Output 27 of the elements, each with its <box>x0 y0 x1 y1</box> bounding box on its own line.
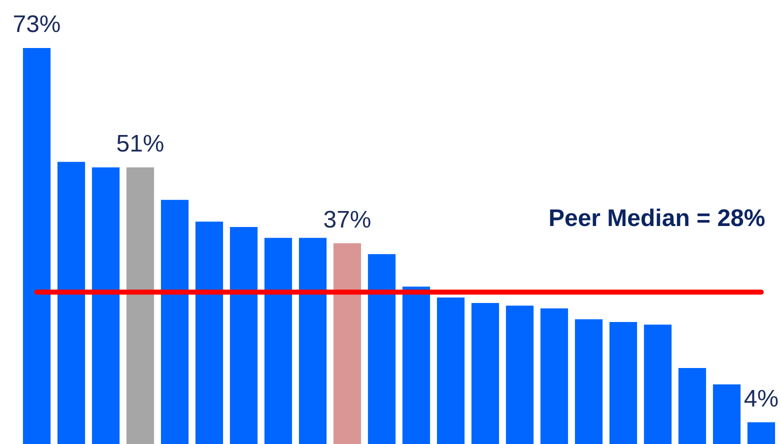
bar <box>747 422 776 444</box>
bar <box>540 308 568 444</box>
bar <box>230 227 258 444</box>
bar <box>609 322 638 444</box>
ref-line-label: Peer Median = 28% <box>548 205 766 232</box>
bar <box>264 238 292 444</box>
bar <box>298 238 327 444</box>
data-label: 4% <box>744 385 779 412</box>
bar <box>471 302 500 444</box>
bar <box>160 200 189 444</box>
bar <box>333 243 362 444</box>
bar <box>22 48 51 444</box>
bar <box>712 384 741 444</box>
bar <box>195 222 224 444</box>
bar <box>402 286 430 444</box>
data-label: 37% <box>323 206 372 234</box>
bar <box>126 167 154 444</box>
bar <box>678 368 706 444</box>
bar <box>506 306 534 444</box>
bar <box>644 324 672 444</box>
bar <box>574 319 603 444</box>
data-label: 51% <box>116 130 164 158</box>
data-label: 73% <box>12 11 61 38</box>
bar <box>57 162 86 444</box>
bar <box>368 254 396 444</box>
bar <box>92 167 120 444</box>
bar <box>436 298 465 444</box>
